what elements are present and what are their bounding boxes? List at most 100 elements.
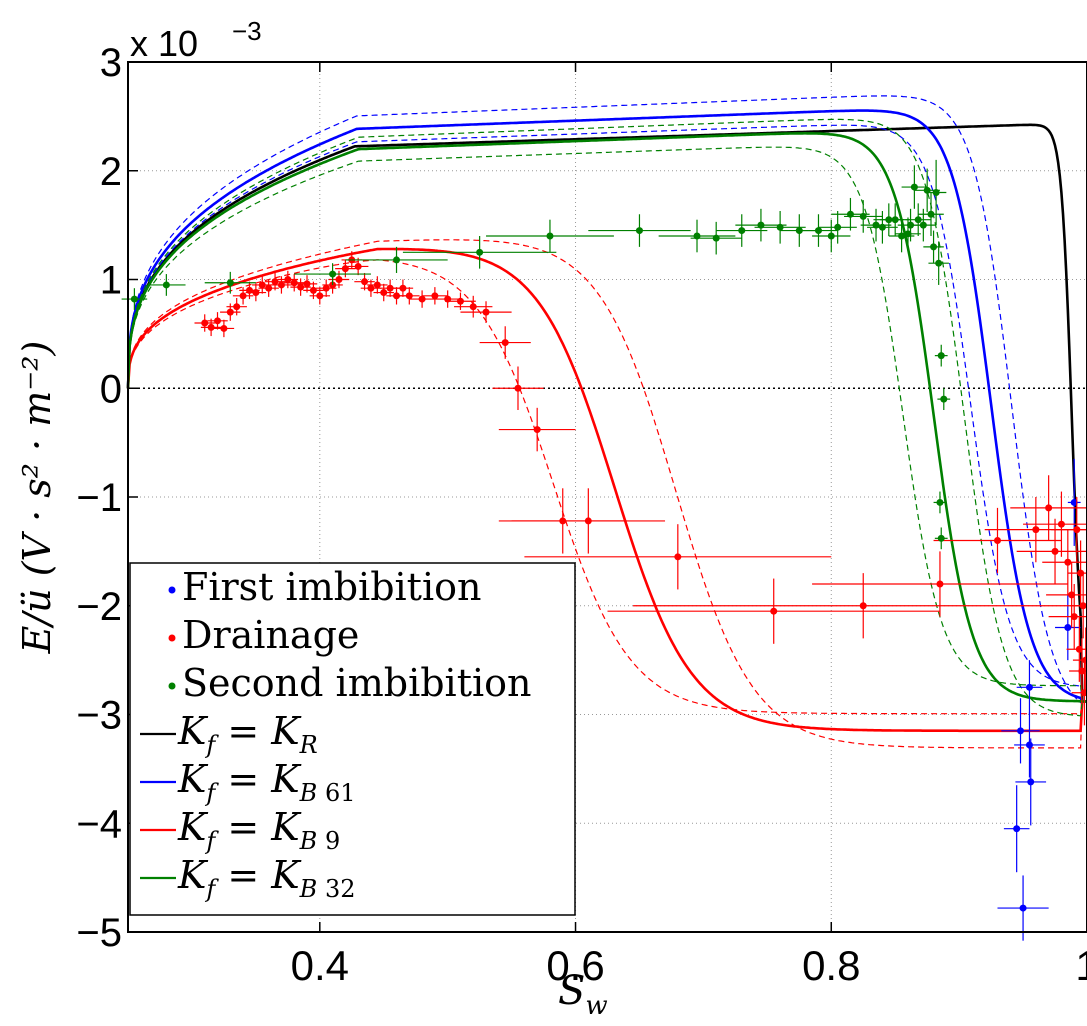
data-point [226,279,234,287]
data-series [121,159,1087,941]
y-axis-label: E/ü (V · s² · m⁻²) [15,341,59,655]
data-point [546,232,554,240]
data-point [303,280,311,288]
legend-label: Kf = KB 9 [177,805,340,855]
legend-marker [168,586,176,594]
data-point [1064,624,1072,631]
data-point [316,292,324,300]
data-point [431,292,439,300]
legend-entry: First imbibition [168,565,481,609]
data-point [937,352,945,360]
data-point [1019,904,1027,912]
x-tick-label: 0.8 [802,942,860,989]
data-point [309,286,317,294]
legend-entry: Kf = KB 9 [140,805,340,855]
data-point [1013,825,1021,833]
y-tick-label: −1 [76,476,122,520]
data-point [226,308,234,316]
x-axis-label: Sw [558,968,608,1021]
model-curve [126,247,1087,733]
data-point [533,426,541,434]
data-point [214,317,222,325]
data-point [405,292,413,300]
data-point [859,602,867,610]
data-point [1070,498,1078,506]
data-point [1045,504,1053,512]
data-point [220,324,228,332]
data-series-group [194,251,1087,726]
data-point [1017,727,1025,735]
model-band-curve [127,146,1087,703]
data-point [1027,778,1035,786]
data-point [936,580,944,588]
data-point [1051,547,1059,555]
x-tick-label: 0.6 [546,942,604,989]
data-point [914,216,922,224]
model-curve [126,109,1087,703]
x-tick-label: 1 [1075,942,1087,989]
data-point [456,297,464,305]
legend-entry: Kf = KB 32 [140,853,355,903]
data-point [878,223,886,231]
data-point [1082,656,1087,664]
data-point [399,284,407,292]
data-point [341,265,349,273]
data-point [284,276,292,283]
data-point [418,295,426,303]
data-point [930,243,938,251]
data-point [712,234,720,242]
data-point [738,227,746,235]
y-multiplier-label: x 10 [130,23,198,64]
data-point [932,189,940,196]
data-point [584,517,592,525]
data-point [1057,520,1065,528]
y-tick-label: 0 [100,367,122,411]
model-band-curve [127,239,1087,749]
data-point [927,210,935,218]
data-point [937,534,945,542]
data-point [322,284,330,292]
data-point [354,262,362,270]
y-multiplier-exponent: −3 [232,16,262,46]
data-point [367,284,375,292]
legend-label: Kf = KB 32 [177,853,355,903]
data-point [469,303,477,311]
data-point [635,227,643,235]
data-point [859,212,867,220]
y-tick-label: −5 [76,911,122,955]
legend-marker [168,634,176,642]
legend-box [129,562,576,916]
data-point [904,230,912,238]
data-point [919,221,927,229]
data-point [514,384,522,392]
y-tick-label: −4 [76,802,122,846]
data-point [936,498,944,506]
model-curve [126,132,1087,703]
data-point [1025,741,1033,749]
legend-entry: Drainage [168,613,359,657]
data-point [674,553,682,561]
data-point [770,607,778,615]
data-point [935,259,943,267]
data-point [233,303,241,311]
data-point [290,279,298,287]
data-point [130,295,138,303]
data-point [776,223,784,231]
legend-label: Drainage [182,613,359,657]
x-tick-label: 0.4 [291,942,349,989]
data-series-group [121,159,951,550]
data-point [891,216,899,224]
data-point [335,276,343,283]
data-point [910,183,918,191]
data-point [834,223,842,231]
data-point [201,319,209,327]
data-point [207,323,215,331]
data-point [1070,613,1078,621]
y-tick-label: −3 [76,694,122,738]
data-point [380,289,388,297]
data-point [329,270,337,278]
legend-label: Second imbibition [182,661,531,705]
legend-entry: Second imbibition [168,661,531,705]
legend-entry: Kf = KR [140,709,318,759]
